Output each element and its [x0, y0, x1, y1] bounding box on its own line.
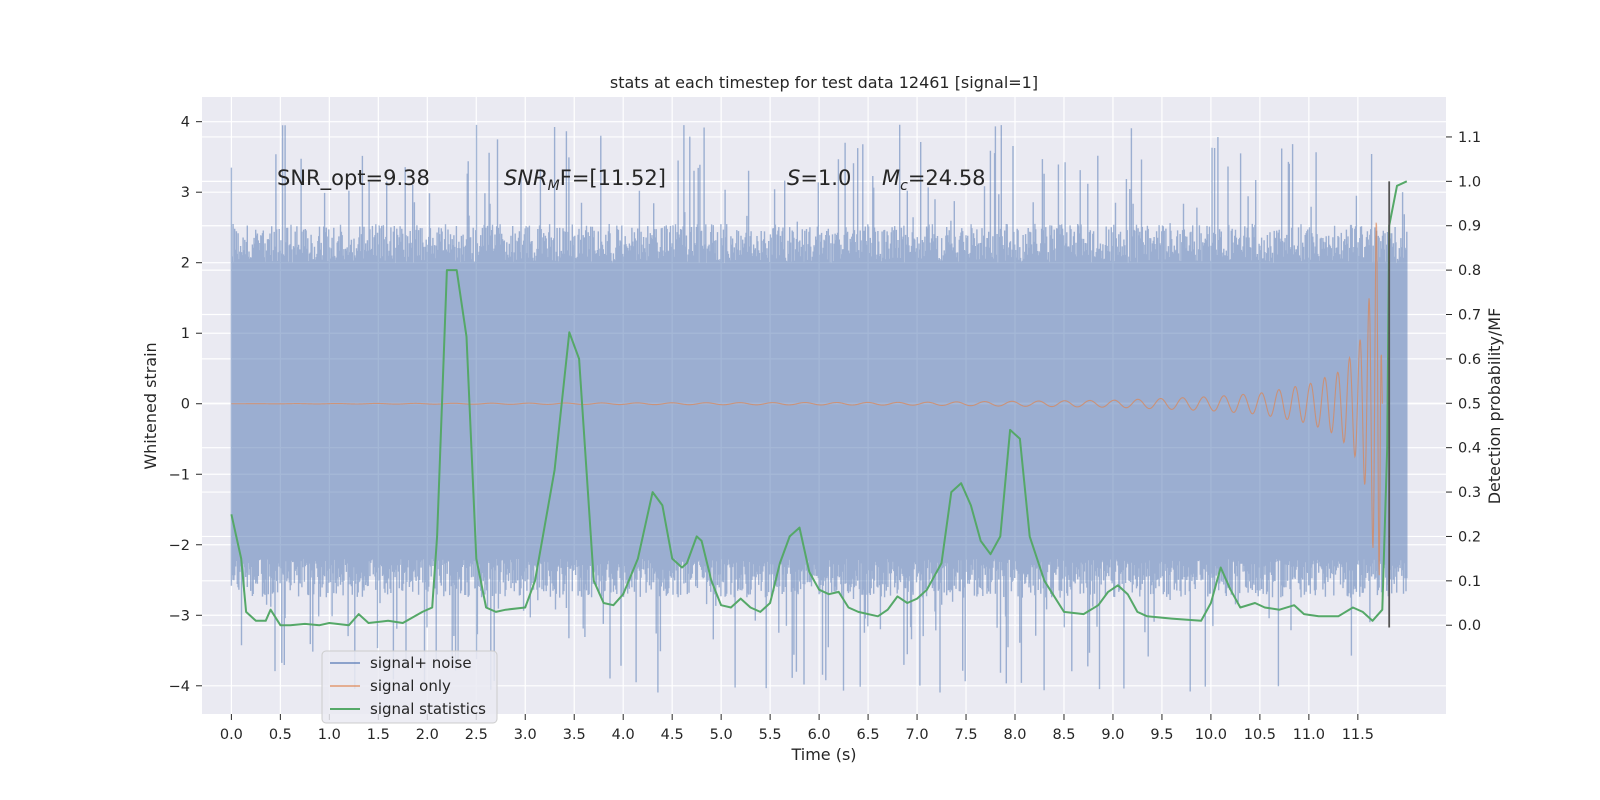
x-tick-label: 8.0	[1003, 727, 1026, 743]
annotations: SNR_opt=9.38 SNRMF=[11.52] S=1.0 Mc=24.58	[277, 166, 986, 194]
chart-title: stats at each timestep for test data 124…	[610, 73, 1038, 92]
y2-tick-label: 0.7	[1458, 308, 1481, 324]
annotation-mc-value: Mc=24.58	[882, 166, 986, 194]
series-signal-only	[231, 222, 1383, 576]
x-axis-ticks: 0.0 0.5 1.0 1.5 2.0 2.5 3.0 3.5 4.0 4.5 5.0 5.5 6.0 6…	[220, 714, 1374, 743]
x-tick-label: 6.0	[808, 727, 831, 743]
x-tick-label: 9.5	[1150, 727, 1173, 743]
x-tick-label: 4.5	[661, 727, 684, 743]
y2-tick-label: 0.0	[1458, 618, 1481, 634]
y-axis-ticks: 4 3 2 1 0 −1 −2 −3 −4	[169, 115, 202, 695]
series-signal-statistics	[230, 180, 1408, 627]
x-tick-label: 7.0	[906, 727, 929, 743]
y2-tick-label: 1.1	[1458, 130, 1481, 146]
y-tick-label: −4	[169, 679, 190, 695]
y-tick-label: 2	[181, 256, 190, 272]
legend-box	[321, 650, 498, 724]
y2-axis-ticks: 1.1 1.0 0.9 0.8 0.7 0.6 0.5 0.4 0.3 0.2 0.1 0.0	[1446, 130, 1481, 634]
y2-tick-label: 0.6	[1458, 352, 1481, 368]
x-tick-label: 6.5	[857, 727, 880, 743]
y2-tick-label: 1.0	[1458, 174, 1481, 190]
y2-tick-label: 0.4	[1458, 441, 1481, 457]
y2-tick-label: 0.3	[1458, 485, 1481, 501]
y-tick-label: 1	[181, 326, 190, 342]
y2-tick-label: 0.9	[1458, 219, 1481, 235]
x-tick-label: 10.5	[1244, 727, 1276, 743]
x-tick-label: 3.5	[563, 727, 586, 743]
y-tick-label: 4	[181, 115, 190, 131]
legend: signal+ noise signal only signal statist…	[321, 650, 498, 724]
y-tick-label: 3	[181, 185, 190, 201]
statistics-line	[230, 180, 1408, 627]
chirp-trace	[231, 222, 1383, 576]
y-tick-label: −2	[169, 538, 190, 554]
x-tick-label: 3.0	[514, 727, 537, 743]
x-tick-label: 11.0	[1293, 727, 1325, 743]
x-tick-label: 2.0	[416, 727, 439, 743]
x-tick-label: 0.0	[220, 727, 243, 743]
y-tick-label: −3	[169, 608, 190, 624]
y2-tick-label: 0.5	[1458, 396, 1481, 412]
x-tick-label: 1.0	[318, 727, 341, 743]
y-tick-label: 0	[181, 397, 190, 413]
x-tick-label: 2.5	[465, 727, 488, 743]
x-tick-label: 7.5	[955, 727, 978, 743]
legend-label-signal-plus-noise: signal+ noise	[370, 654, 472, 672]
y2-tick-label: 0.2	[1458, 529, 1481, 545]
x-tick-label: 4.0	[612, 727, 635, 743]
x-tick-label: 9.0	[1101, 727, 1124, 743]
y2-tick-label: 0.1	[1458, 574, 1481, 590]
y-axis-label: Whitened strain	[141, 342, 160, 469]
annotation-s-value: S=1.0	[787, 166, 851, 190]
annotation-snr-opt: SNR_opt=9.38	[277, 166, 430, 191]
x-axis-label: Time (s)	[790, 745, 856, 764]
x-tick-label: 10.0	[1195, 727, 1227, 743]
x-tick-label: 5.5	[759, 727, 782, 743]
x-tick-label: 11.5	[1342, 727, 1374, 743]
x-tick-label: 8.5	[1052, 727, 1075, 743]
x-tick-label: 5.0	[710, 727, 733, 743]
legend-label-signal-statistics: signal statistics	[370, 700, 486, 718]
y2-axis-label: Detection probability/MF	[1485, 308, 1504, 505]
y2-tick-label: 0.8	[1458, 263, 1481, 279]
x-tick-label: 0.5	[269, 727, 292, 743]
x-tick-label: 1.5	[367, 727, 390, 743]
annotation-snr-mf: SNRMF=[11.52]	[504, 166, 666, 194]
y-tick-label: −1	[169, 467, 190, 483]
legend-label-signal-only: signal only	[370, 677, 451, 695]
